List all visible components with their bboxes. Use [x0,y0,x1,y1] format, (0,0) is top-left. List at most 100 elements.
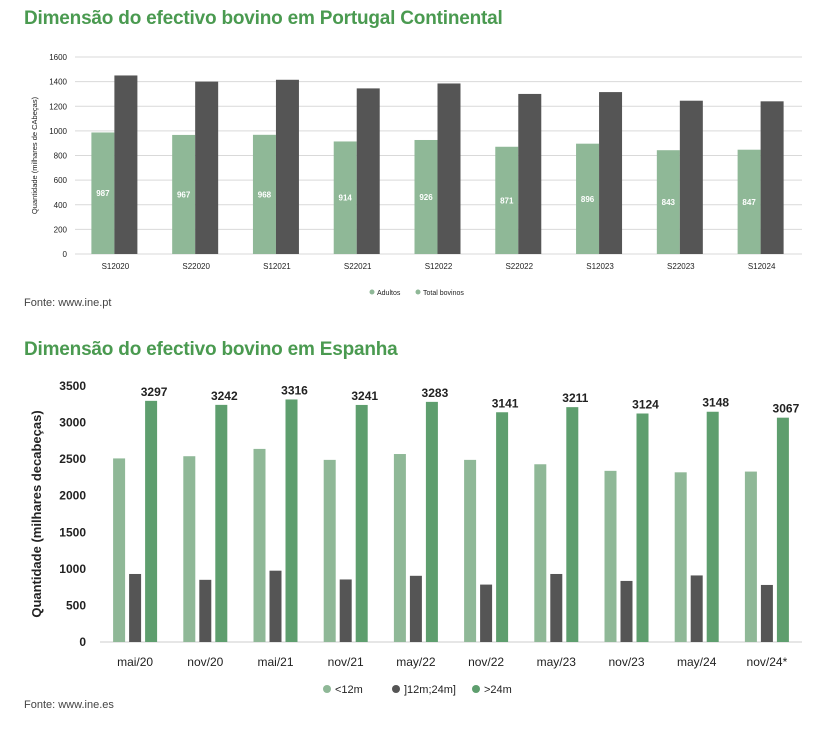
bar-12m-24m [409,575,422,642]
bar-total [437,83,461,254]
x-tick-label: nov/22 [468,655,504,669]
y-tick-label: 600 [54,176,68,185]
y-tick-label: 0 [63,250,68,259]
data-label: 914 [339,194,353,203]
y-tick-label: 0 [79,635,86,649]
data-label: 3283 [422,386,449,400]
bar-12m-24m [690,575,703,642]
bar-gt24m [706,411,719,642]
x-tick-label: mai/20 [117,655,153,669]
bar-lt12m [534,464,547,642]
bar-adultos [656,150,680,254]
x-tick-label: nov/23 [608,655,644,669]
source-note-espanha: Fonte: www.ine.es [24,699,114,711]
bar-lt12m [253,448,266,642]
y-tick-label: 400 [54,201,68,210]
bar-total [518,93,542,254]
data-label: 3241 [351,389,378,403]
bar-adultos [495,146,519,254]
data-label: 3316 [281,383,308,397]
x-tick-label: S12022 [425,262,453,271]
data-label: 3242 [211,389,238,403]
bar-adultos [172,134,196,254]
y-tick-label: 800 [54,152,68,161]
data-label: 843 [662,198,676,207]
bar-12m-24m [129,573,142,642]
bar-gt24m [636,413,649,642]
bar-12m-24m [199,579,212,642]
source-note-portugal: Fonte: www.ine.pt [24,297,112,309]
x-tick-label: S22023 [667,262,695,271]
bar-total [114,75,138,254]
x-tick-label: S22020 [182,262,210,271]
y-axis-label: Quantidade (milhares de CAbeças) [30,96,39,214]
bar-adultos [91,132,115,254]
bar-gt24m [776,417,789,642]
legend-label: ]12m;24m] [404,684,456,696]
data-label: 3297 [141,385,168,399]
bar-12m-24m [760,584,773,642]
x-tick-label: nov/21 [328,655,364,669]
x-tick-label: S12021 [263,262,291,271]
y-tick-label: 2000 [59,489,86,503]
x-tick-label: nov/20 [187,655,223,669]
data-label: 847 [742,198,756,207]
chart-title-espanha: Dimensão do efectivo bovino em Espanha [24,339,398,360]
bar-total [275,79,299,254]
bar-adultos [252,134,276,254]
chart-portugal: 0 200 400 600 800 1000 1200 1400 1600 987 S12020 96… [30,53,802,297]
y-tick-label: 500 [66,598,86,612]
legend-label: Total bovinos [423,290,464,297]
y-tick-label: 1000 [49,127,67,136]
data-label: 3148 [702,396,729,410]
legend-marker [369,289,375,295]
data-label: 3141 [492,396,519,410]
x-tick-label: S22022 [505,262,533,271]
bar-adultos [414,139,438,254]
bar-lt12m [674,472,687,642]
data-label: 871 [500,196,514,205]
y-tick-label: 2500 [59,452,86,466]
bar-12m-24m [339,579,352,642]
y-tick-label: 3000 [59,416,86,430]
y-tick-label: 3500 [59,379,86,393]
x-tick-label: S12020 [102,262,130,271]
y-tick-label: 1400 [49,78,67,87]
data-label: 968 [258,190,272,199]
x-tick-label: may/24 [677,655,717,669]
legend-label: >24m [484,684,512,696]
legend-marker [323,685,331,693]
x-tick-label: nov/24* [747,655,788,669]
bar-12m-24m [480,584,493,642]
data-label: 926 [419,193,433,202]
y-tick-label: 1500 [59,525,86,539]
data-label: 967 [177,190,191,199]
bar-lt12m [744,471,757,642]
bar-lt12m [464,459,477,642]
legend-label: Adultos [377,290,401,297]
bar-gt24m [496,412,509,642]
bar-gt24m [145,400,158,642]
data-label: 3067 [773,402,800,416]
y-tick-label: 1000 [59,562,86,576]
bar-lt12m [393,454,406,642]
legend-marker [415,289,421,295]
y-tick-label: 1200 [49,102,67,111]
bar-adultos [333,141,357,254]
bar-gt24m [215,404,228,642]
bar-total [356,88,380,254]
x-tick-label: may/22 [396,655,436,669]
bar-adultos [737,149,761,254]
bar-adultos [576,143,600,254]
x-tick-label: S12024 [748,262,776,271]
chart-title-portugal: Dimensão do efectivo bovino em Portugal … [24,8,503,29]
x-tick-label: S12023 [586,262,614,271]
data-label: 3124 [632,398,659,412]
bar-gt24m [355,404,368,642]
x-tick-label: S22021 [344,262,372,271]
bar-lt12m [183,456,196,642]
bar-gt24m [285,399,298,642]
legend-marker [472,685,480,693]
data-label: 896 [581,195,595,204]
